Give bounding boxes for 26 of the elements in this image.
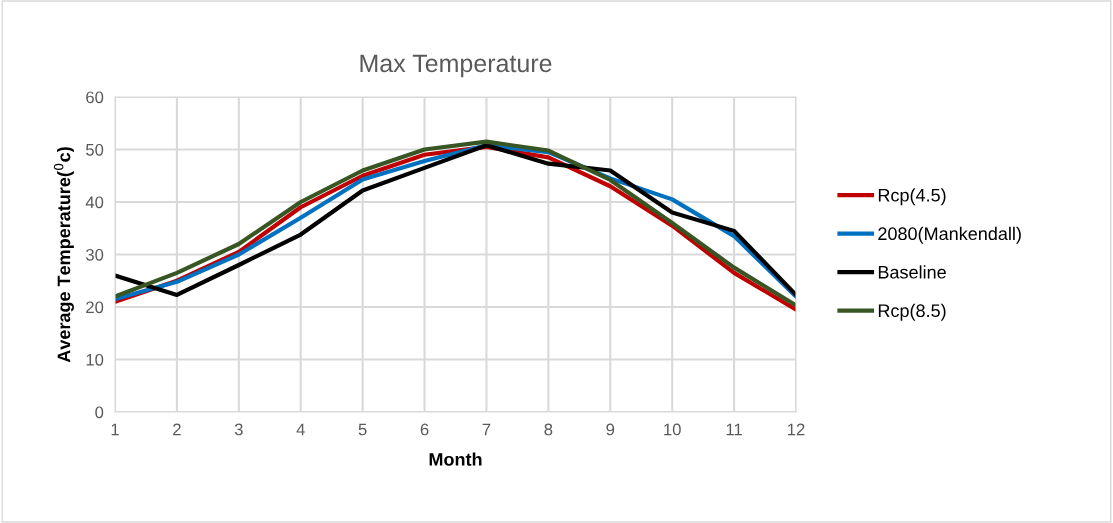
- y-tick-label: 60: [86, 91, 104, 104]
- legend-label: 2080(Mankendall): [878, 226, 1021, 244]
- x-tick-label: 3: [234, 423, 243, 436]
- chart-title: Max Temperature: [360, 54, 552, 78]
- legend-label: Rcp(4.5): [878, 188, 946, 206]
- x-tick-label: 6: [420, 423, 429, 436]
- legend-label: Rcp(8.5): [878, 303, 946, 321]
- x-axis-title: Month: [429, 452, 482, 466]
- x-tick-label: 5: [358, 423, 367, 436]
- x-tick-label: 7: [482, 423, 491, 436]
- x-tick-label: 2: [173, 423, 181, 436]
- x-tick-label: 12: [788, 423, 805, 436]
- y-tick-label: 10: [86, 353, 104, 366]
- y-tick-label: 20: [86, 301, 104, 314]
- y-tick-label: 0: [95, 406, 104, 419]
- x-tick-label: 1: [111, 423, 119, 436]
- x-tick-label: 10: [664, 423, 681, 436]
- y-tick-label: 50: [86, 143, 104, 156]
- x-tick-label: 11: [726, 423, 742, 436]
- y-tick-label: 40: [85, 196, 104, 209]
- x-tick-label: 4: [296, 423, 305, 436]
- y-tick-label: 30: [85, 248, 104, 261]
- legend-label: Baseline: [878, 265, 946, 279]
- x-tick-label: 9: [606, 423, 615, 436]
- y-axis-title: Average Temperature($^{0}$c): [53, 147, 74, 363]
- x-tick-label: 8: [544, 423, 553, 436]
